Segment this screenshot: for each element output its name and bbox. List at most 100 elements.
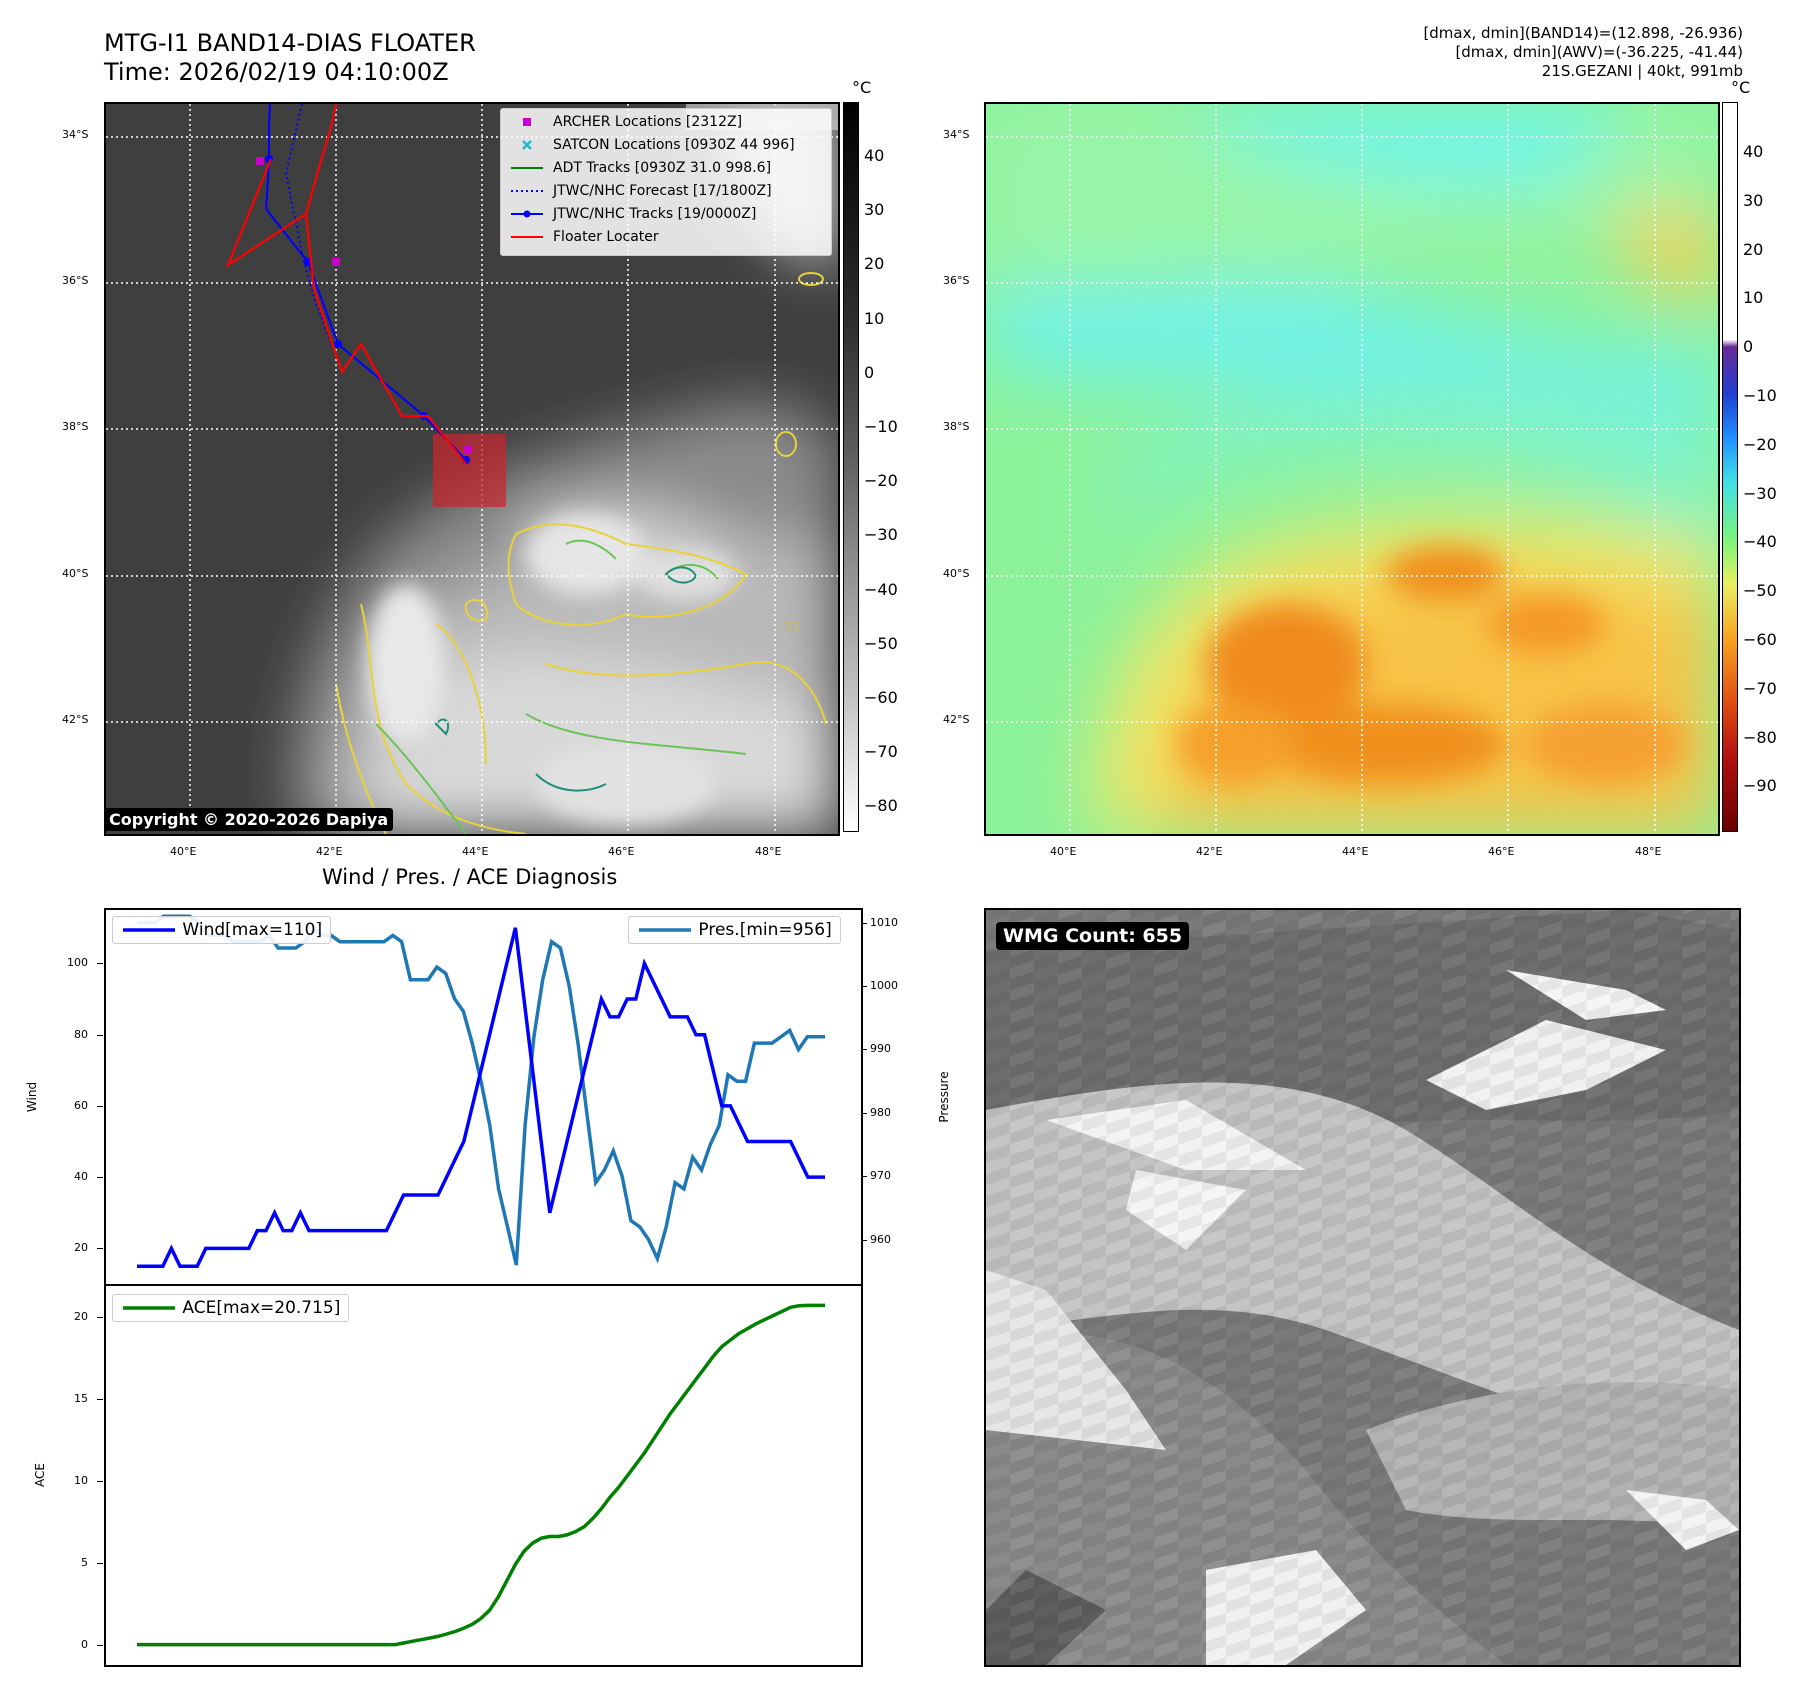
copyright-badge: Copyright © 2020-2026 Dapiya <box>104 808 394 831</box>
pressure-axis-tick-mark <box>861 1176 867 1178</box>
awv-colorbar-tick: −30 <box>1743 483 1777 503</box>
wind-legend: Wind[max=110] <box>112 916 332 944</box>
ir-colorbar-tick: −20 <box>864 471 898 491</box>
ace-axis-tick-label: 15 <box>74 1391 88 1405</box>
awv-lat-label-36: 36°S <box>943 274 970 287</box>
pressure-legend-swatch-icon <box>639 928 691 932</box>
ace-axis-tick-label: 5 <box>81 1555 88 1569</box>
pressure-axis-label: Pressure <box>937 1071 951 1123</box>
floater-locater-track <box>304 104 338 215</box>
legend-label-archer: ARCHER Locations [2312Z] <box>553 114 743 130</box>
awv-colorbar-tick: −60 <box>1743 630 1777 649</box>
meta-storm-info: 21S.GEZANI | 40kt, 991mb <box>1541 62 1743 80</box>
awv-lon-label-44: 44°E <box>1342 845 1369 858</box>
pressure-axis-tick-label: 1000 <box>870 979 898 993</box>
pressure-axis-tick-label: 960 <box>870 1232 891 1246</box>
wind-axis-tick-mark <box>97 1105 103 1107</box>
ir-colorbar-tick: −80 <box>864 796 898 816</box>
awv-gridlines <box>986 104 1718 834</box>
awv-colorbar <box>1722 102 1738 832</box>
awv-lon-label-48: 48°E <box>1635 845 1662 858</box>
legend-item-jtwc-forecast: JTWC/NHC Forecast [17/1800Z] <box>501 180 831 203</box>
awv-colorbar-tick: −90 <box>1743 776 1777 796</box>
ir-colorbar-tick: −30 <box>864 525 898 545</box>
archer-locations <box>256 157 472 454</box>
awv-lat-label-38: 38°S <box>943 420 970 433</box>
pressure-axis-tick-label: 1010 <box>870 915 898 929</box>
legend-label-jtwc-tracks: JTWC/NHC Tracks [19/0000Z] <box>553 206 757 222</box>
awv-colorbar-tick: −50 <box>1743 581 1777 601</box>
awv-colorbar-tick: 10 <box>1743 288 1764 308</box>
pressure-axis-tick-mark <box>861 922 867 924</box>
legend-item-satcon: SATCON Locations [0930Z 44 996] <box>501 134 831 157</box>
legend-label-floater: Floater Locater <box>553 229 659 245</box>
pressure-legend: Pres.[min=956] <box>628 916 841 944</box>
ir-colorbar-tick: −60 <box>864 688 898 707</box>
wind-axis-label: Wind <box>25 1081 39 1113</box>
awv-map-image <box>986 104 1718 834</box>
ace-legend-swatch-icon <box>123 1306 175 1310</box>
awv-lon-label-40: 40°E <box>1050 845 1077 858</box>
floater-locater-path <box>225 158 467 465</box>
wind-axis-tick-mark <box>97 1248 103 1250</box>
wind-axis-tick-label: 80 <box>74 1027 88 1041</box>
awv-cold-cells <box>1176 546 1686 784</box>
awv-colorbar-unit: °C <box>1731 78 1751 97</box>
ir-colorbar-tick: −50 <box>864 633 898 653</box>
wind-legend-label: Wind[max=110] <box>182 920 323 940</box>
meta-band14-range: [dmax, dmin](BAND14)=(12.898, -26.936) <box>1423 24 1743 42</box>
x-marker-icon <box>522 140 532 150</box>
ace-axis-tick-mark <box>97 1317 103 1319</box>
ace-axis-tick-label: 20 <box>74 1310 88 1324</box>
wind-axis-tick-label: 20 <box>74 1241 88 1255</box>
ir-colorbar-tick: 0 <box>864 362 875 382</box>
legend-label-jtwc-forecast: JTWC/NHC Forecast [17/1800Z] <box>553 183 772 199</box>
pressure-axis-tick-mark <box>861 1239 867 1241</box>
legend-label-adt: ADT Tracks [0930Z 31.0 998.6] <box>553 160 772 176</box>
ace-axis-tick-label: 10 <box>74 1473 88 1487</box>
pressure-axis-tick-mark <box>861 1112 867 1114</box>
line-marker-icon <box>511 167 543 169</box>
figure-time: Time: 2026/02/19 04:10:00Z <box>104 58 449 86</box>
awv-lon-label-42: 42°E <box>1196 845 1223 858</box>
awv-colorbar-tick: −80 <box>1743 727 1777 747</box>
ir-lat-label-40: 40°S <box>62 567 89 580</box>
ir-lat-label-38: 38°S <box>62 420 89 433</box>
ir-legend: ARCHER Locations [2312Z] SATCON Location… <box>500 108 832 256</box>
ir-lon-label-40: 40°E <box>170 845 197 858</box>
meta-info: [dmax, dmin](BAND14)=(12.898, -26.936) [… <box>1423 24 1743 81</box>
wind-axis-tick-mark <box>97 1034 103 1036</box>
wind-legend-swatch-icon <box>123 928 175 932</box>
meta-awv-range: [dmax, dmin](AWV)=(-36.225, -41.44) <box>1455 43 1743 61</box>
ace-axis-tick-mark <box>97 1480 103 1482</box>
pressure-axis-tick-label: 980 <box>870 1105 891 1119</box>
red-line-icon <box>511 236 543 238</box>
floater-box <box>433 434 506 507</box>
ir-lon-label-42: 42°E <box>316 845 343 858</box>
ace-axis-tick-mark <box>97 1398 103 1400</box>
awv-colorbar-tick: 30 <box>1743 190 1764 210</box>
ir-colorbar-tick: 40 <box>864 146 885 165</box>
wind-axis-tick-mark <box>97 1177 103 1179</box>
wind-pres-chart <box>137 914 825 1268</box>
ir-lon-label-48: 48°E <box>755 845 782 858</box>
awv-colorbar-tick: 0 <box>1743 337 1754 357</box>
legend-item-archer: ARCHER Locations [2312Z] <box>501 111 831 134</box>
pressure-axis-tick-label: 970 <box>870 1169 891 1183</box>
ir-colorbar-unit: °C <box>852 78 872 97</box>
awv-colorbar-tick: 20 <box>1743 239 1764 259</box>
awv-lon-label-46: 46°E <box>1488 845 1515 858</box>
awv-lat-label-40: 40°S <box>943 567 970 580</box>
ir-lon-label-46: 46°E <box>608 845 635 858</box>
ir-colorbar-tick: −70 <box>864 742 898 762</box>
pressure-axis-tick-mark <box>861 1049 867 1051</box>
ir-colorbar-tick: 30 <box>864 200 885 220</box>
ace-axis-tick-mark <box>97 1644 103 1646</box>
ace-axis-tick-label: 0 <box>81 1637 88 1651</box>
legend-label-satcon: SATCON Locations [0930Z 44 996] <box>553 137 795 153</box>
ir-colorbar-tick: 20 <box>864 254 885 274</box>
ace-axis-label: ACE <box>33 1463 47 1487</box>
figure-title: MTG-I1 BAND14-DIAS FLOATER <box>104 29 476 57</box>
awv-colorbar-tick: −70 <box>1743 678 1777 698</box>
awv-colorbar-tick: −40 <box>1743 532 1777 552</box>
